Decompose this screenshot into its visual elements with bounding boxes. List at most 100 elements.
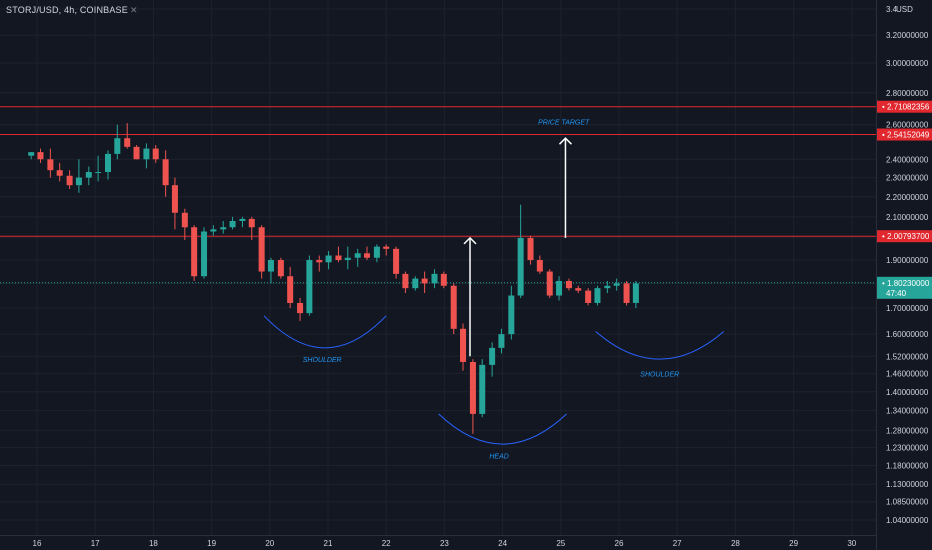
candle-body — [220, 227, 227, 230]
candle-body — [469, 362, 476, 414]
x-tick-label: 27 — [673, 539, 682, 548]
last-price-badge — [877, 276, 932, 299]
candle-body — [489, 347, 496, 365]
right-shoulder-arc — [595, 331, 725, 360]
x-tick-label: 30 — [847, 539, 856, 548]
candle-body — [604, 285, 611, 289]
candle-body — [536, 260, 543, 272]
x-tick-label: 16 — [33, 539, 42, 548]
candle-body — [201, 231, 208, 277]
candle-body — [297, 302, 304, 314]
y-tick-label: 2.30000000 — [886, 174, 929, 183]
left-shoulder-arc — [263, 315, 387, 349]
x-tick-label: 18 — [149, 539, 158, 548]
candle-body — [124, 138, 131, 147]
candle-body — [508, 295, 515, 335]
y-tick-label: 1.34000000 — [886, 407, 929, 416]
candle-body — [171, 185, 178, 213]
y-tick-label: 3.00000000 — [886, 59, 929, 68]
candle-body — [277, 260, 284, 277]
candle-body — [152, 148, 159, 160]
candle-body — [632, 283, 639, 303]
candle-body — [85, 172, 92, 178]
y-tick-label: 1.70000000 — [886, 304, 929, 313]
candle-body — [412, 278, 419, 289]
x-tick-label: 29 — [789, 539, 798, 548]
y-tick-label: 1.90000000 — [886, 256, 929, 265]
candle-body — [95, 172, 102, 174]
candle-body — [585, 290, 592, 303]
symbol-title-text: STORJ/USD, 4h, COINBASE — [6, 5, 128, 15]
price-target-label: PRICE TARGET — [538, 120, 590, 127]
x-tick-label: 28 — [731, 539, 740, 548]
y-tick-label: 3.20000000 — [886, 31, 929, 40]
candle-body — [479, 364, 486, 414]
candle-body — [47, 159, 54, 171]
candle-body — [440, 273, 447, 286]
candle-body — [28, 152, 35, 156]
x-tick-label: 22 — [382, 539, 391, 548]
x-tick-label: 26 — [615, 539, 624, 548]
last-price-label: • 1.80230000 — [882, 279, 930, 288]
head-label: HEAD — [489, 453, 508, 460]
candle-body — [267, 260, 274, 272]
y-tick-label: 1.52000000 — [886, 352, 929, 361]
candle-body — [383, 246, 390, 249]
x-tick-label: 20 — [265, 539, 274, 548]
x-tick-label: 24 — [498, 539, 507, 548]
candle-body — [623, 283, 630, 303]
candle-body — [344, 257, 351, 261]
candle-body — [325, 255, 332, 263]
candle-body — [354, 253, 361, 258]
candle-body — [335, 255, 342, 261]
x-tick-label: 25 — [556, 539, 565, 548]
candle-body — [575, 288, 582, 291]
candle-body — [450, 285, 457, 329]
y-tick-label: 2.80000000 — [886, 89, 929, 98]
candle-body — [316, 260, 323, 263]
countdown-label: 47:40 — [886, 289, 907, 298]
candle-body — [75, 177, 82, 186]
x-tick-label: 21 — [324, 539, 333, 548]
candle-body — [133, 146, 140, 160]
candle-body — [594, 288, 601, 303]
candle-body — [229, 220, 236, 228]
candle-body — [546, 271, 553, 296]
candle-body — [162, 159, 169, 186]
candle-body — [191, 227, 198, 277]
candle-body — [114, 138, 121, 154]
shoulder-label-left: SHOULDER — [303, 357, 342, 364]
candle-body — [105, 153, 112, 173]
shoulder-label-right: SHOULDER — [640, 372, 679, 379]
candle-body — [431, 273, 438, 284]
candle-body — [402, 273, 409, 289]
candle-body — [556, 280, 563, 296]
head-arc — [438, 413, 567, 445]
level-price-badge — [877, 230, 932, 243]
close-icon[interactable]: ✕ — [129, 5, 138, 15]
currency-label: USD — [896, 5, 913, 14]
level-price-label: • 2.71082356 — [882, 103, 930, 112]
candle-body — [287, 276, 294, 303]
candle-body — [498, 334, 505, 348]
level-price-badge — [877, 128, 932, 141]
y-tick-label: 1.46000000 — [886, 370, 929, 379]
y-tick-label: 1.28000000 — [886, 426, 929, 435]
level-price-badge — [877, 100, 932, 113]
neckline-arrow-head — [463, 236, 477, 245]
candle-body — [248, 218, 255, 228]
target-arrow-head — [558, 137, 572, 145]
level-price-label: • 2.00793700 — [882, 232, 930, 241]
candle-body — [239, 218, 246, 221]
y-tick-label: 1.23000000 — [886, 444, 929, 453]
x-tick-label: 23 — [440, 539, 449, 548]
y-tick-label: 2.60000000 — [886, 121, 929, 130]
level-price-label: • 2.54152049 — [882, 131, 930, 140]
candle-body — [210, 229, 217, 232]
candle-body — [56, 170, 63, 176]
candle-body — [517, 237, 524, 296]
candle-body — [306, 260, 313, 314]
candle-body — [258, 227, 265, 272]
y-tick-label: 3.4 — [886, 5, 898, 14]
